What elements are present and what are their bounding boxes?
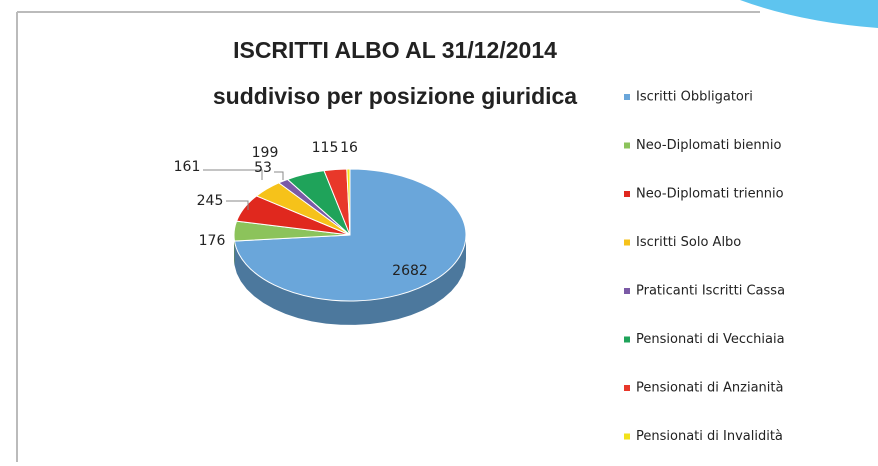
- data-label: 176: [199, 233, 226, 249]
- chart-subtitle: suddiviso per posizione giuridica: [213, 83, 577, 109]
- legend-swatch: [624, 337, 630, 343]
- legend-label: Iscritti Solo Albo: [636, 235, 741, 250]
- legend-swatch: [624, 94, 630, 100]
- legend-label: Pensionati di Vecchiaia: [636, 332, 785, 347]
- legend-swatch: [624, 288, 630, 294]
- data-label: 245: [197, 193, 224, 209]
- data-label: 53: [254, 160, 272, 176]
- legend-swatch: [624, 434, 630, 440]
- data-label: 199: [252, 145, 279, 161]
- legend-label: Neo-Diplomati triennio: [636, 187, 784, 202]
- data-label: 115: [312, 140, 339, 156]
- legend-swatch: [624, 385, 630, 391]
- legend-label: Iscritti Obbligatori: [636, 90, 753, 105]
- legend-label: Praticanti Iscritti Cassa: [636, 284, 785, 299]
- data-label: 161: [174, 159, 201, 175]
- legend-label: Pensionati di Anzianità: [636, 381, 783, 396]
- legend-label: Pensionati di Invalidità: [636, 429, 783, 444]
- data-label: 2682: [392, 263, 428, 279]
- legend-label: Neo-Diplomati biennio: [636, 138, 781, 153]
- chart-title: ISCRITTI ALBO AL 31/12/2014: [233, 37, 557, 63]
- legend-swatch: [624, 143, 630, 149]
- data-label: 16: [340, 140, 358, 156]
- legend-swatch: [624, 240, 630, 246]
- legend-swatch: [624, 191, 630, 197]
